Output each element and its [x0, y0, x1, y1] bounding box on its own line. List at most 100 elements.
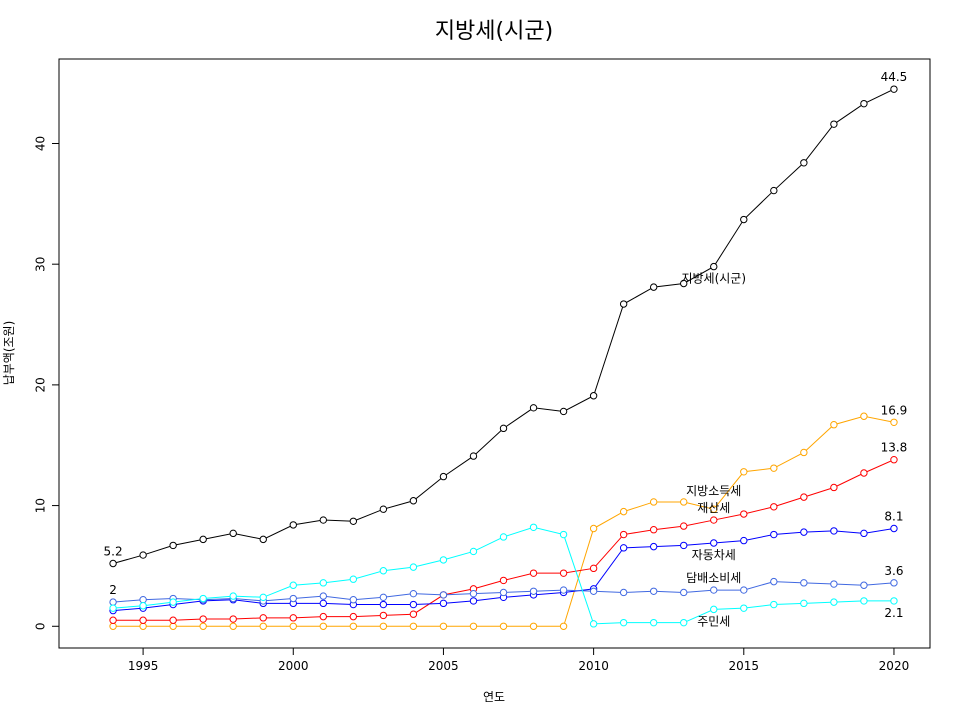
data-point — [710, 539, 718, 547]
data-point — [169, 616, 177, 624]
data-point — [559, 586, 568, 594]
data-point — [319, 612, 328, 621]
data-point — [199, 535, 207, 544]
data-point — [680, 541, 688, 550]
annotation-label: 자동차세 — [692, 548, 736, 562]
data-point — [830, 421, 838, 429]
y-axis: 0 10 20 30 40 — [34, 136, 60, 630]
x-tick-label: 2015 — [729, 659, 760, 673]
data-point — [379, 567, 388, 575]
annotation-label: 재산세 — [697, 501, 730, 515]
data-point — [289, 581, 297, 589]
data-point — [289, 614, 297, 622]
data-point — [409, 610, 418, 618]
data-point — [199, 615, 207, 623]
data-point — [830, 483, 838, 492]
data-point — [890, 418, 898, 426]
annotation-label: 44.5 — [881, 70, 908, 84]
data-point — [890, 579, 898, 587]
plot-frame — [58, 58, 931, 649]
data-point — [139, 622, 147, 630]
data-point — [619, 530, 628, 539]
data-point — [109, 559, 117, 568]
data-point — [860, 529, 868, 538]
data-point — [469, 452, 478, 460]
data-point — [169, 622, 177, 630]
data-point — [680, 498, 688, 506]
data-point — [259, 535, 267, 544]
data-point — [740, 510, 748, 518]
data-point — [379, 505, 388, 513]
annotation-label: 13.8 — [881, 441, 908, 455]
data-point — [800, 599, 808, 608]
data-point — [349, 612, 358, 621]
data-point — [890, 85, 898, 93]
data-point — [319, 579, 328, 587]
data-point — [830, 120, 838, 128]
data-point — [199, 622, 207, 630]
data-point — [890, 524, 898, 533]
y-tick-label: 40 — [34, 136, 48, 151]
data-point — [139, 602, 147, 610]
data-point — [589, 620, 598, 628]
annotation-label: 8.1 — [884, 510, 903, 524]
data-point — [439, 599, 448, 608]
data-point — [800, 579, 808, 587]
annotation-label: 주민세 — [697, 614, 730, 628]
data-point — [710, 516, 718, 524]
data-point — [680, 588, 688, 597]
data-point — [710, 605, 718, 614]
x-tick-label: 2000 — [278, 659, 309, 673]
data-point — [710, 586, 718, 594]
data-point — [740, 536, 748, 545]
data-point — [139, 551, 147, 559]
data-point — [770, 577, 778, 586]
data-point — [619, 544, 628, 552]
data-point — [800, 528, 808, 536]
data-point — [529, 569, 538, 577]
data-point — [409, 563, 418, 571]
data-point — [379, 600, 388, 609]
data-point — [860, 99, 868, 108]
data-point — [169, 598, 177, 606]
data-point — [619, 300, 628, 308]
x-tick-label: 2020 — [879, 659, 910, 673]
data-point — [529, 622, 538, 630]
data-point — [469, 597, 478, 605]
data-point — [469, 622, 478, 630]
data-point — [439, 556, 448, 564]
data-point — [589, 587, 598, 595]
data-point — [890, 597, 898, 605]
x-axis: 1995 2000 2005 2010 2015 2020 — [128, 647, 910, 673]
annotation-label: 3.6 — [884, 564, 903, 578]
data-point — [740, 215, 748, 224]
data-point — [770, 503, 778, 511]
data-point — [680, 279, 688, 288]
data-point — [109, 616, 117, 624]
data-point — [319, 622, 328, 630]
data-point — [830, 527, 838, 535]
data-point — [680, 618, 688, 627]
data-point — [229, 622, 237, 630]
data-point — [499, 533, 508, 541]
data-point — [289, 622, 297, 630]
data-point — [439, 472, 448, 481]
data-point — [379, 593, 388, 602]
series-line — [113, 526, 894, 625]
data-point — [770, 530, 778, 539]
data-point — [499, 588, 508, 597]
data-point — [559, 530, 568, 539]
data-point — [409, 622, 418, 630]
data-point — [649, 618, 658, 627]
data-point — [499, 424, 508, 433]
data-point — [259, 593, 267, 602]
data-point — [589, 392, 598, 400]
data-point — [529, 587, 538, 595]
data-point — [109, 598, 117, 606]
data-point — [349, 517, 358, 525]
data-point — [559, 569, 568, 577]
data-point — [860, 597, 868, 605]
series-layer — [109, 85, 898, 630]
data-point — [529, 404, 538, 412]
